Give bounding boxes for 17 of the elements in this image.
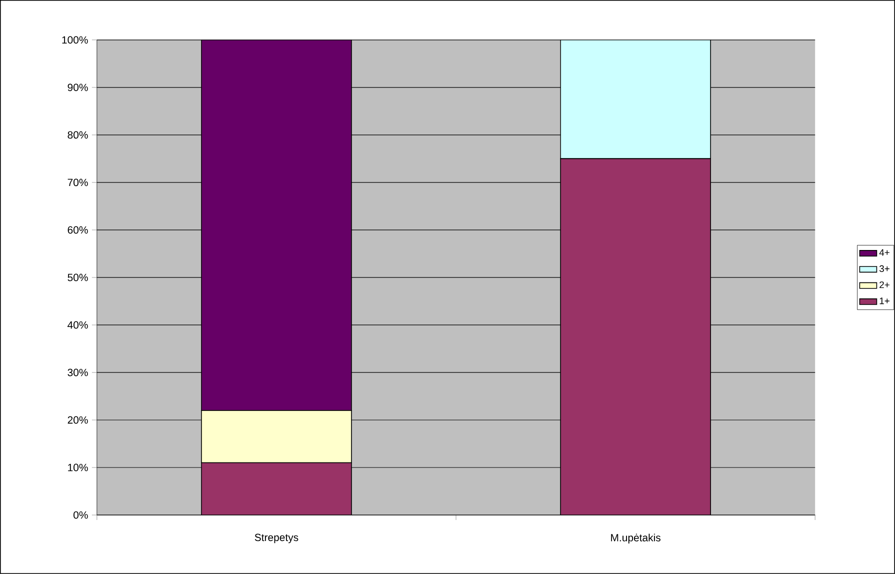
legend-label: 4+ [879, 249, 890, 256]
y-tick-label: 20% [68, 416, 88, 424]
y-tick-label: 60% [68, 226, 88, 234]
x-tick-label: Strepetys [254, 534, 298, 544]
legend-label: 3+ [879, 265, 890, 272]
x-tick-label: M.upėtakis [611, 534, 660, 544]
legend-label: 2+ [880, 281, 890, 288]
y-tick-label: 80% [68, 131, 88, 139]
y-tick-label: 0% [74, 511, 88, 519]
legend-label: 1+ [880, 298, 890, 304]
y-tick-label: 100% [62, 36, 88, 44]
y-tick-label: 50% [68, 274, 88, 282]
y-tick-label: 40% [68, 321, 88, 329]
y-tick-label: 90% [68, 84, 88, 92]
y-tick-label: 70% [68, 178, 88, 186]
y-tick-label: 30% [68, 368, 88, 376]
y-tick-label: 10% [68, 464, 88, 472]
